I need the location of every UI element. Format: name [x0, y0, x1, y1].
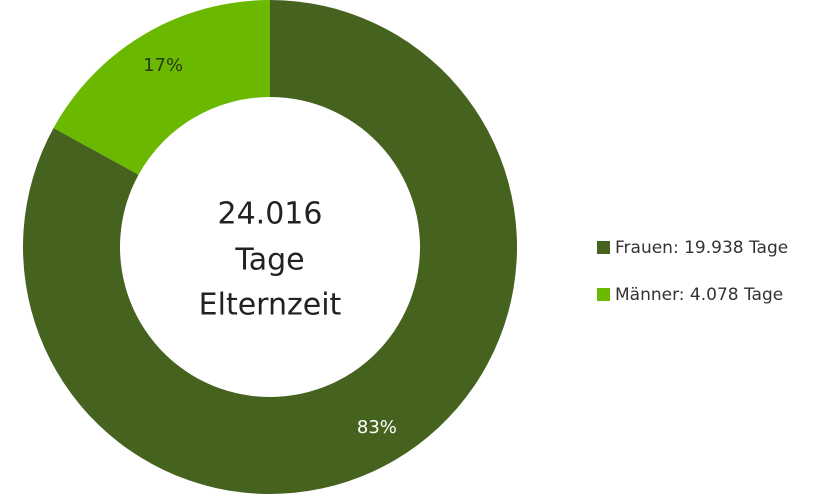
legend-label: Frauen: 19.938 Tage [615, 238, 788, 258]
donut [22, 0, 518, 494]
center-label: Tage [234, 243, 304, 278]
center-label: Elternzeit [199, 288, 342, 323]
donut-segment [53, 0, 271, 175]
value-label: 83% [357, 417, 397, 438]
legend-swatch [597, 288, 610, 301]
value-label: 17% [143, 55, 183, 76]
legend-swatch [597, 241, 610, 254]
donut-segment [22, 0, 518, 494]
center-label: 24.016 [218, 197, 323, 232]
legend-label: Männer: 4.078 Tage [615, 285, 783, 305]
